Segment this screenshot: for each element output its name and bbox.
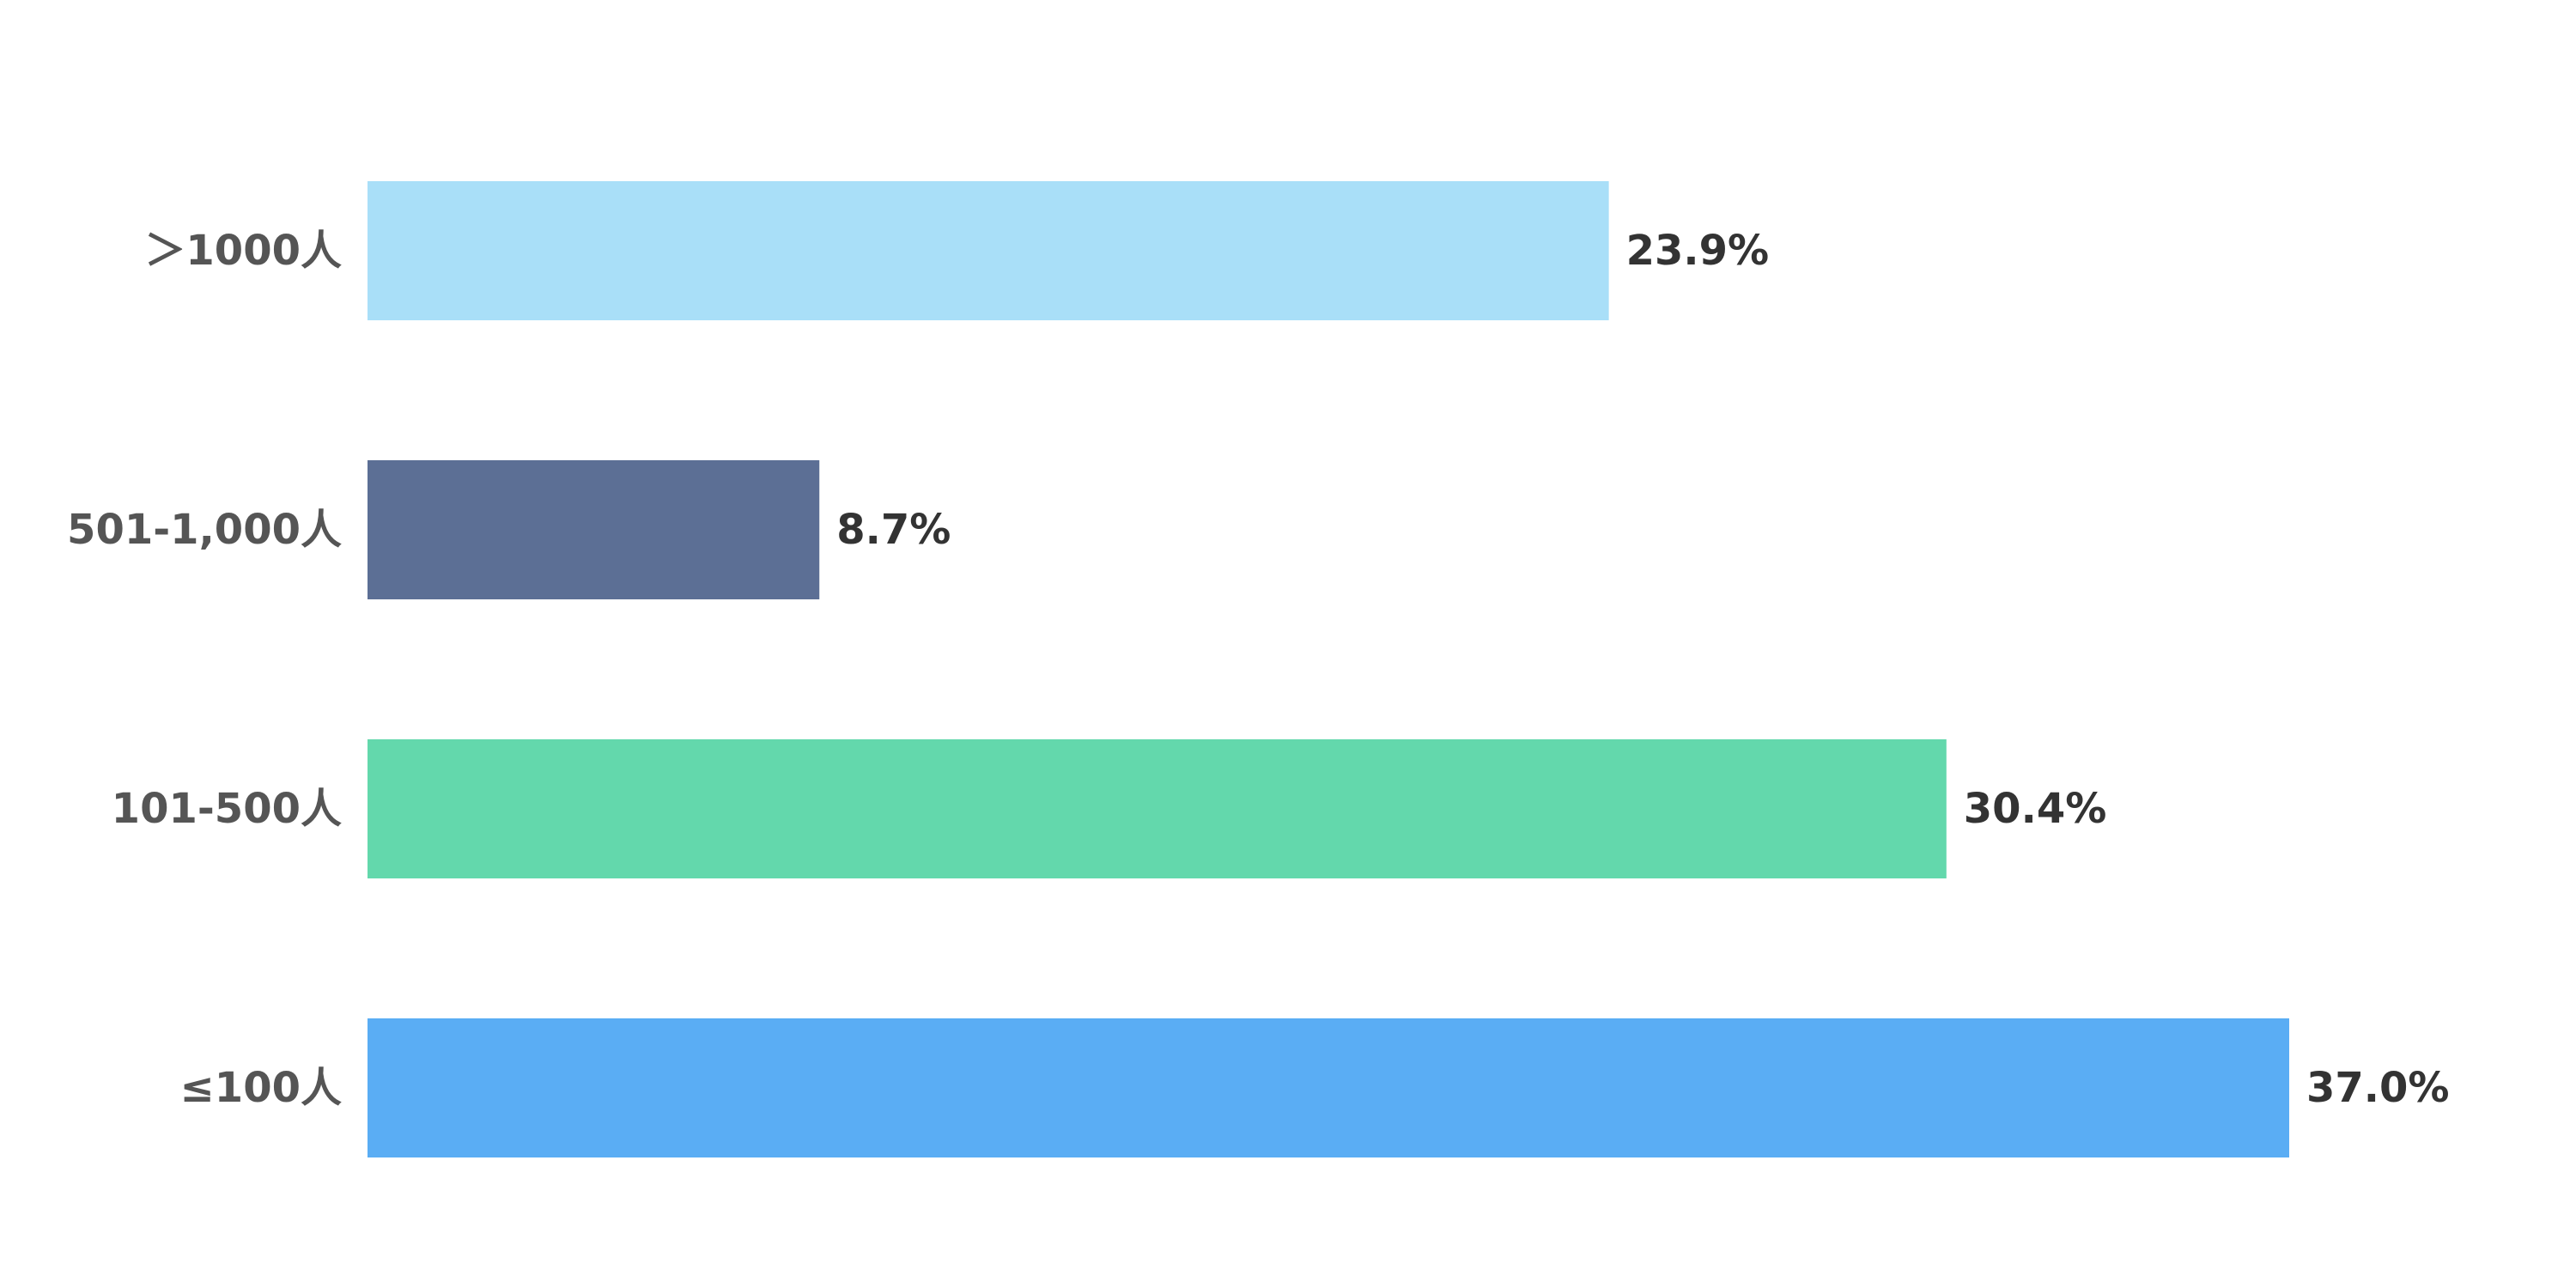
bar-2 bbox=[368, 739, 1947, 878]
category-label-0: ＞1000人 bbox=[144, 227, 342, 275]
category-label-1: 501-1,000人 bbox=[67, 506, 342, 554]
value-label-1: 8.7% bbox=[836, 506, 951, 554]
category-labels-group: ＞1000人 501-1,000人 101-500人 ≤100人 bbox=[67, 227, 342, 1112]
category-label-2: 101-500人 bbox=[112, 785, 342, 833]
category-label-3: ≤100人 bbox=[180, 1064, 342, 1112]
value-labels-group: 23.9% 8.7% 30.4% 37.0% bbox=[836, 227, 2449, 1112]
bar-1 bbox=[368, 460, 820, 599]
bar-0 bbox=[368, 181, 1609, 320]
value-label-3: 37.0% bbox=[2306, 1064, 2450, 1112]
bar-3 bbox=[368, 1018, 2289, 1157]
value-label-0: 23.9% bbox=[1626, 227, 1770, 275]
value-label-2: 30.4% bbox=[1964, 785, 2107, 833]
bars-group bbox=[368, 181, 2289, 1157]
